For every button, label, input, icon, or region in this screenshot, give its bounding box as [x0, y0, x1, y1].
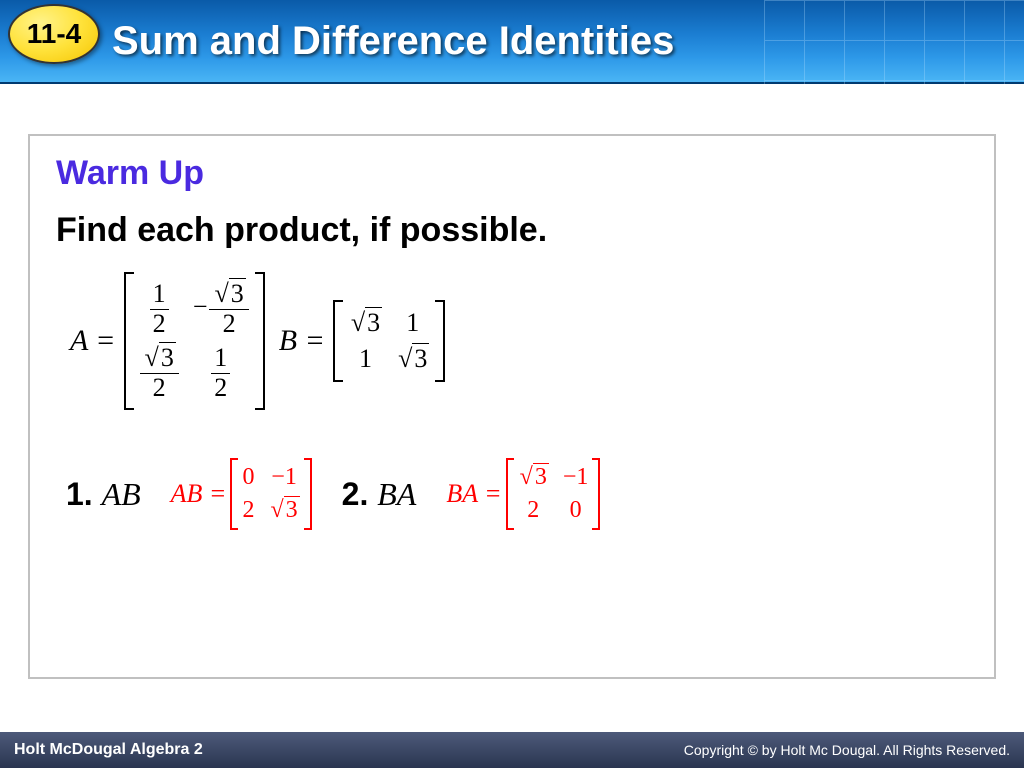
- bracket-right: [255, 272, 265, 410]
- lesson-number: 11-4: [27, 18, 82, 50]
- bracket-left: [333, 300, 343, 382]
- bracket-right: [435, 300, 445, 382]
- page-title: Sum and Difference Identities: [112, 19, 674, 64]
- question-label: 1. AB: [66, 476, 141, 513]
- matrix-cell: 12: [140, 280, 179, 338]
- matrix-cell: 3: [349, 308, 382, 338]
- matrix-b-label: B =: [279, 324, 325, 358]
- header-bar: 11-4 Sum and Difference Identities: [0, 0, 1024, 84]
- matrix-cell: 12: [193, 344, 249, 402]
- answers-row: 1. ABAB =0−1232. BABA =3−120: [66, 458, 968, 530]
- matrix-cell: 3: [268, 497, 299, 524]
- instruction-text: Find each product, if possible.: [56, 211, 968, 250]
- warmup-heading: Warm Up: [56, 154, 968, 193]
- matrix-b-grid: 3113: [343, 300, 436, 382]
- footer-bar: Holt McDougal Algebra 2 Copyright © by H…: [0, 732, 1024, 768]
- given-matrices: A = 12−323212 B = 3113: [70, 272, 968, 410]
- matrix-cell: 32: [140, 344, 179, 402]
- content-box: Warm Up Find each product, if possible. …: [28, 134, 996, 679]
- matrix-cell: 3: [396, 344, 429, 374]
- question-label: 2. BA: [342, 476, 417, 513]
- answer-matrix: AB =0−123: [171, 458, 312, 530]
- matrix-a: 12−323212: [124, 272, 265, 410]
- footer-left: Holt McDougal Algebra 2: [14, 741, 203, 759]
- matrix-cell: 1: [396, 308, 429, 338]
- matrix-cell: 2: [518, 497, 549, 524]
- lesson-badge: 11-4: [8, 4, 100, 64]
- matrix-cell: 1: [349, 344, 382, 374]
- matrix-cell: 3: [518, 464, 549, 491]
- matrix-cell: 2: [242, 497, 254, 524]
- matrix-a-label: A =: [70, 324, 116, 358]
- matrix-cell: −32: [193, 280, 249, 338]
- footer-right: Copyright © by Holt Mc Dougal. All Right…: [684, 742, 1010, 758]
- matrix-cell: −1: [563, 464, 589, 491]
- matrix-b: 3113: [333, 300, 446, 382]
- bracket-left: [124, 272, 134, 410]
- matrix-cell: 0: [563, 497, 589, 524]
- header-grid-decoration: [764, 0, 1024, 84]
- answer-matrix: BA =3−120: [446, 458, 600, 530]
- matrix-cell: −1: [268, 464, 299, 491]
- matrix-a-grid: 12−323212: [134, 272, 255, 410]
- matrix-cell: 0: [242, 464, 254, 491]
